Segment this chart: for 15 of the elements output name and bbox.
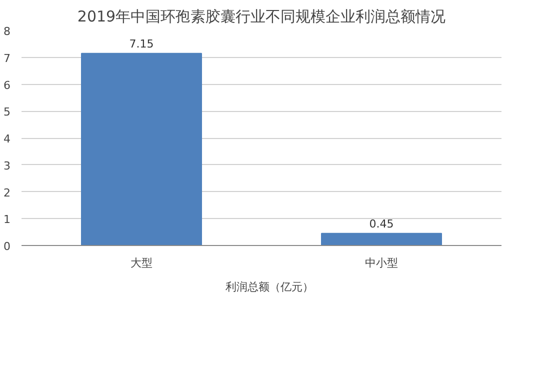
text: 利润总额（亿元） (226, 280, 314, 294)
chart-title: 2019年中国环孢素胶囊行业不同规模企业利润总额情况 (77, 8, 446, 26)
x-tick-label: 中小型 (365, 256, 398, 270)
y-tick-label: 5 (4, 106, 10, 119)
y-tick-label: 2 (4, 186, 10, 200)
y-tick-label: 7 (4, 52, 10, 65)
y-tick-label: 3 (4, 159, 10, 172)
data-label: 0.45 (369, 217, 394, 230)
y-tick-label: 4 (4, 132, 10, 146)
x-tick-label: 大型 (130, 256, 152, 270)
data-label: 7.15 (129, 37, 154, 50)
y-tick-label: 6 (4, 78, 10, 92)
y-tick-label: 1 (4, 213, 10, 226)
y-tick-label: 0 (4, 240, 10, 253)
y-tick-label: 8 (4, 25, 10, 38)
